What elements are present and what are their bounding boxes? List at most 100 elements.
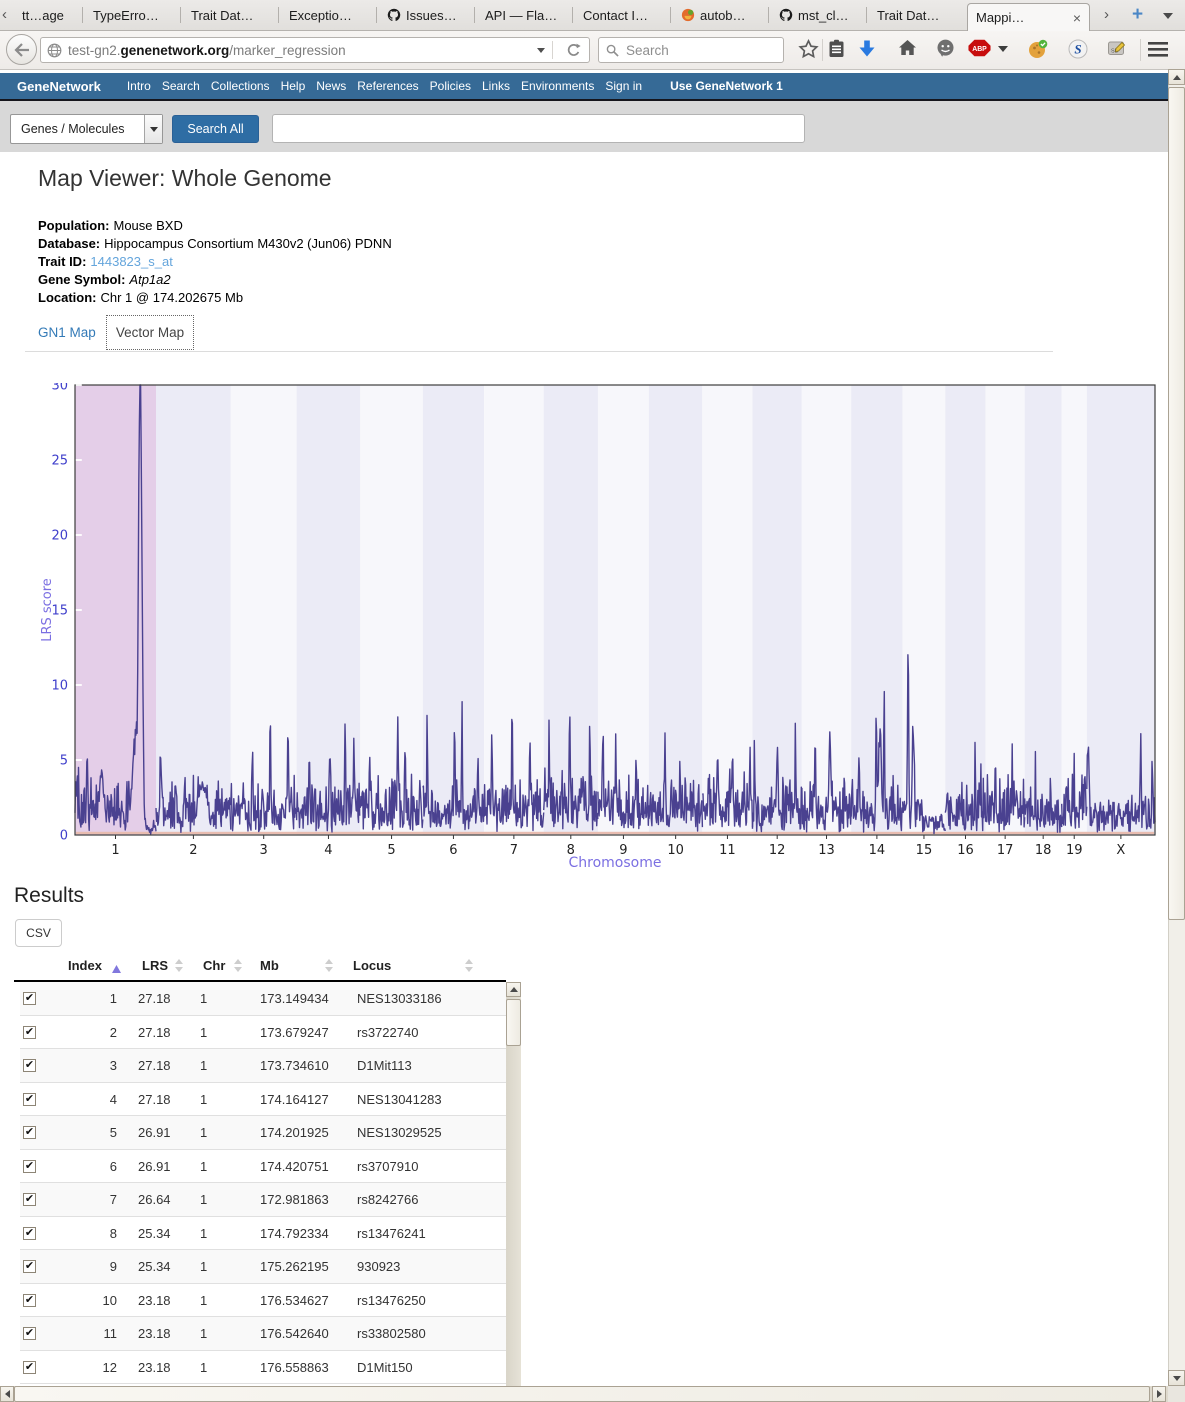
browser-tab[interactable]: API — Fla…	[477, 0, 573, 30]
cell-lrs: 26.64	[138, 1192, 171, 1207]
table-scroll-up-button[interactable]	[506, 982, 521, 997]
sort-both-icon[interactable]	[325, 959, 333, 975]
hscroll-right-button[interactable]	[1152, 1386, 1166, 1402]
chromosome-band-7	[484, 385, 544, 835]
hscrollbar-thumb[interactable]	[14, 1386, 1150, 1402]
row-checkbox[interactable]: ✔	[23, 1359, 36, 1374]
row-checkbox[interactable]: ✔	[23, 1192, 36, 1206]
tab-separator	[376, 7, 377, 23]
scrapbook-addon-icon[interactable]: SB	[1108, 39, 1126, 56]
nav-item-search[interactable]: Search	[161, 79, 200, 93]
sort-asc-icon[interactable]	[112, 961, 121, 976]
browser-tab[interactable]: Contact I…	[575, 0, 671, 30]
page-scroll-up-button[interactable]	[1168, 69, 1185, 85]
url-bar[interactable]: test-gn2.genenetwork.org/marker_regressi…	[40, 37, 590, 63]
tabs-divider	[25, 351, 1053, 352]
s-addon-icon[interactable]: S	[1068, 39, 1088, 59]
use-genenetwork1-link[interactable]: Use GeneNetwork 1	[670, 79, 783, 93]
row-checkbox[interactable]: ✔	[23, 1058, 36, 1072]
home-icon[interactable]	[898, 39, 917, 56]
nav-item-policies[interactable]: Policies	[429, 79, 471, 93]
nav-item-help[interactable]: Help	[280, 79, 306, 93]
select-arrow-segment[interactable]	[144, 115, 162, 143]
browser-tab[interactable]: TypeErro…	[85, 0, 181, 30]
detail-label: Trait ID:	[38, 254, 87, 269]
column-header-lrs[interactable]: LRS	[142, 958, 168, 973]
downloads-icon[interactable]	[858, 39, 876, 58]
trait-id-link[interactable]: 1443823_s_at	[90, 254, 173, 269]
tab-list-dropdown-icon[interactable]	[1163, 13, 1173, 19]
bookmarks-clipboard-icon[interactable]	[828, 39, 845, 58]
nav-item-environments[interactable]: Environments	[521, 79, 595, 93]
gn-brand-link[interactable]: GeneNetwork	[17, 78, 101, 94]
column-header-index[interactable]: Index	[68, 958, 102, 973]
tab-title: tt…age	[22, 7, 64, 23]
browser-search-box[interactable]	[598, 37, 784, 63]
back-button[interactable]	[6, 34, 37, 65]
nav-item-links[interactable]: Links	[482, 79, 511, 93]
tab-scroll-right-icon[interactable]: ›	[1104, 6, 1109, 23]
svg-text:SB: SB	[1111, 49, 1119, 55]
row-checkbox[interactable]: ✔	[23, 1292, 36, 1307]
adblock-dropdown-icon[interactable]	[998, 46, 1008, 52]
search-all-button[interactable]: Search All	[172, 115, 259, 143]
search-category-select[interactable]: Genes / Molecules	[10, 114, 163, 144]
column-header-mb[interactable]: Mb	[260, 958, 279, 973]
sort-both-icon[interactable]	[234, 959, 242, 975]
browser-tab[interactable]: Issues…	[379, 0, 475, 30]
table-scrollbar-thumb[interactable]	[506, 999, 521, 1046]
detail-label: Population:	[38, 218, 110, 233]
nav-item-sign-in[interactable]: Sign in	[605, 79, 643, 93]
url-history-dropdown-icon[interactable]	[537, 48, 545, 53]
cookie-addon-icon[interactable]	[1028, 39, 1048, 59]
row-checkbox[interactable]: ✔	[23, 1125, 36, 1139]
nav-item-intro[interactable]: Intro	[126, 79, 151, 93]
nav-item-collections[interactable]: Collections	[210, 79, 270, 93]
row-checkbox[interactable]: ✔	[23, 1024, 36, 1039]
y-tick-label: 30	[51, 383, 68, 394]
x-tick-label: 1	[111, 843, 119, 858]
browser-tab-active[interactable]: Mappi… ×	[967, 3, 1090, 31]
gn-query-input[interactable]	[272, 114, 805, 143]
row-checkbox[interactable]: ✔	[23, 1158, 36, 1173]
csv-button[interactable]: CSV	[15, 919, 62, 947]
browser-tab[interactable]: mst_cl…	[771, 0, 867, 30]
row-checkbox[interactable]: ✔	[23, 991, 36, 1005]
tab-vector-map[interactable]: Vector Map	[106, 315, 194, 350]
table-row: ✔ 6 26.91 1 174.420751 rs3707910	[20, 1149, 506, 1183]
adblock-icon[interactable]: ABP	[968, 39, 991, 57]
page-scroll-down-button[interactable]	[1168, 1370, 1185, 1386]
table-scrollbar-track[interactable]	[506, 982, 521, 1386]
nav-item-references[interactable]: References	[357, 79, 419, 93]
row-checkbox[interactable]: ✔	[23, 1091, 36, 1106]
messenger-icon[interactable]	[936, 39, 955, 58]
column-header-chr[interactable]: Chr	[203, 958, 226, 973]
url-text[interactable]: test-gn2.genenetwork.org/marker_regressi…	[68, 43, 346, 58]
new-tab-button[interactable]: +	[1132, 4, 1144, 25]
hscroll-left-button[interactable]	[0, 1386, 14, 1402]
browser-tab[interactable]: Trait Dat…	[869, 0, 965, 30]
row-checkbox[interactable]: ✔	[23, 1225, 36, 1240]
bookmark-star-icon[interactable]	[798, 39, 819, 59]
chromosome-band-13	[801, 385, 852, 835]
menu-icon[interactable]	[1148, 42, 1168, 57]
browser-tab[interactable]: tt…age	[14, 0, 83, 30]
tab-separator	[82, 7, 83, 23]
browser-tab[interactable]: Trait Dat…	[183, 0, 279, 30]
site-identity-globe-icon[interactable]	[47, 43, 62, 58]
browser-tab[interactable]: Exceptio…	[281, 0, 377, 30]
sort-both-icon[interactable]	[465, 959, 473, 975]
row-checkbox[interactable]: ✔	[23, 1259, 36, 1273]
browser-tab[interactable]: autob…	[673, 0, 769, 30]
page-scrollbar-thumb[interactable]	[1168, 87, 1185, 920]
x-tick-label: X	[1116, 843, 1125, 858]
tab-gn1-map[interactable]: GN1 Map	[38, 325, 96, 340]
tab-scroll-left-icon[interactable]: ‹	[2, 6, 7, 23]
sort-both-icon[interactable]	[175, 959, 183, 975]
row-checkbox[interactable]: ✔	[23, 1326, 36, 1340]
tab-close-icon[interactable]: ×	[1072, 9, 1081, 26]
column-header-locus[interactable]: Locus	[353, 958, 392, 973]
nav-item-news[interactable]: News	[316, 79, 347, 93]
browser-search-input[interactable]	[624, 41, 758, 59]
reload-icon[interactable]	[566, 43, 581, 63]
